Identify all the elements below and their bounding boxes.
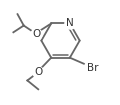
Text: O: O bbox=[34, 67, 42, 77]
Text: Br: Br bbox=[87, 63, 99, 73]
Text: O: O bbox=[32, 29, 40, 39]
Text: N: N bbox=[66, 18, 74, 28]
